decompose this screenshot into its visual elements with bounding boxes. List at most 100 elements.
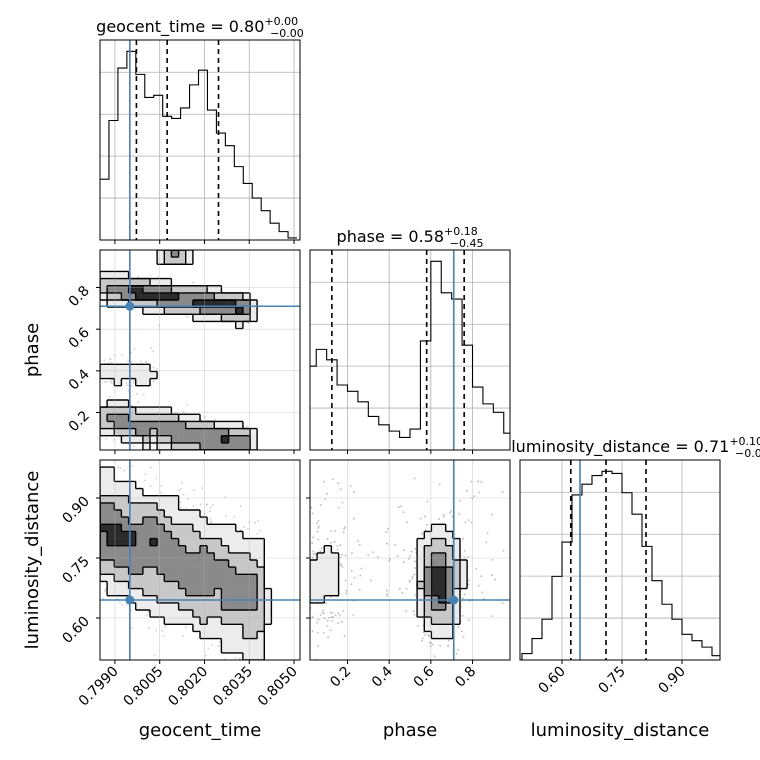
density-cell (214, 602, 222, 611)
sample-point (167, 245, 169, 247)
sample-point (259, 529, 262, 532)
density-cell (235, 428, 244, 436)
density-cell (114, 271, 122, 279)
density-cell (235, 300, 244, 308)
sample-point (257, 520, 260, 522)
sample-point (234, 657, 237, 659)
density-cell (100, 414, 108, 422)
density-cell (150, 292, 158, 301)
sample-point (233, 515, 236, 518)
density-cell (178, 442, 186, 450)
sample-point (149, 466, 152, 469)
density-cell (185, 292, 194, 301)
density-cell (242, 574, 251, 582)
density-cell (235, 292, 244, 301)
density-cell (214, 314, 222, 322)
density-cell (135, 414, 144, 422)
density-cell (128, 588, 136, 596)
sample-point (106, 442, 108, 444)
sample-point (246, 425, 249, 427)
sample-point (205, 654, 207, 657)
density-cell (178, 574, 186, 582)
density-cell (121, 414, 129, 422)
density-cell (114, 364, 122, 372)
density-cell (107, 278, 115, 286)
density-cell (164, 610, 172, 618)
sample-point (132, 380, 135, 382)
sample-point (136, 392, 139, 395)
density-cell (207, 285, 215, 294)
density-cell (214, 435, 222, 444)
density-cell (150, 588, 158, 596)
density-cell (264, 617, 272, 625)
density-cell (100, 574, 108, 582)
sample-point (228, 457, 230, 459)
density-cell (128, 421, 136, 429)
scatter-panel-geocent_time-phase (96, 245, 301, 465)
density-cell (207, 624, 215, 632)
sample-point (208, 456, 210, 458)
sample-point (209, 506, 212, 509)
density-cell (228, 581, 236, 589)
sample-point (241, 453, 243, 455)
density-cell (121, 435, 129, 444)
sample-point (211, 644, 213, 646)
density-cell (164, 581, 172, 589)
density-cell (214, 631, 222, 639)
density-cell (114, 407, 122, 415)
density-cell (164, 414, 172, 422)
density-cell (257, 631, 265, 639)
density-cell (214, 610, 222, 618)
density-cell (178, 292, 186, 301)
sample-point (177, 451, 179, 453)
density-cell (250, 428, 258, 436)
density-cell (157, 307, 165, 315)
density-cell (207, 610, 215, 618)
scatter-panel-geocent_time-luminosity_distance (96, 442, 301, 664)
sample-point (103, 359, 106, 362)
density-cell (100, 364, 108, 372)
density-cell (200, 292, 208, 301)
density-cell (164, 250, 172, 258)
density-cell (192, 285, 201, 294)
sample-point (121, 604, 124, 606)
sample-point (201, 487, 204, 490)
sample-point (186, 403, 189, 406)
density-cell (142, 602, 151, 611)
density-cell (171, 257, 179, 265)
density-cell (107, 285, 115, 294)
sample-point (117, 466, 120, 469)
density-cell (121, 285, 129, 294)
density-cell (192, 442, 201, 450)
density-cell (135, 364, 144, 372)
sample-point (207, 647, 210, 650)
density-cell (192, 581, 201, 589)
density-cell (114, 428, 122, 436)
sample-point (198, 452, 200, 454)
density-cell (178, 421, 186, 429)
density-cell (235, 442, 244, 450)
sample-point (220, 451, 222, 453)
density-cell (157, 257, 165, 265)
density-cell (185, 414, 194, 422)
sample-point (180, 247, 182, 249)
density-cell (178, 300, 186, 308)
density-cell (235, 631, 244, 639)
sample-point (144, 473, 147, 475)
density-cell (228, 442, 236, 450)
sample-point (107, 451, 109, 453)
density-cell (100, 407, 108, 415)
sample-point (245, 463, 247, 465)
density-cell (242, 645, 251, 654)
density-cell (185, 257, 194, 265)
density-cell (250, 307, 258, 315)
sample-point (173, 451, 175, 453)
sample-point (192, 489, 195, 491)
density-cell (228, 602, 236, 611)
density-cell (235, 421, 244, 429)
density-cell (157, 588, 165, 596)
density-cell (200, 581, 208, 589)
density-cell (114, 378, 122, 386)
sample-point (149, 485, 152, 487)
density-cell (207, 307, 215, 315)
